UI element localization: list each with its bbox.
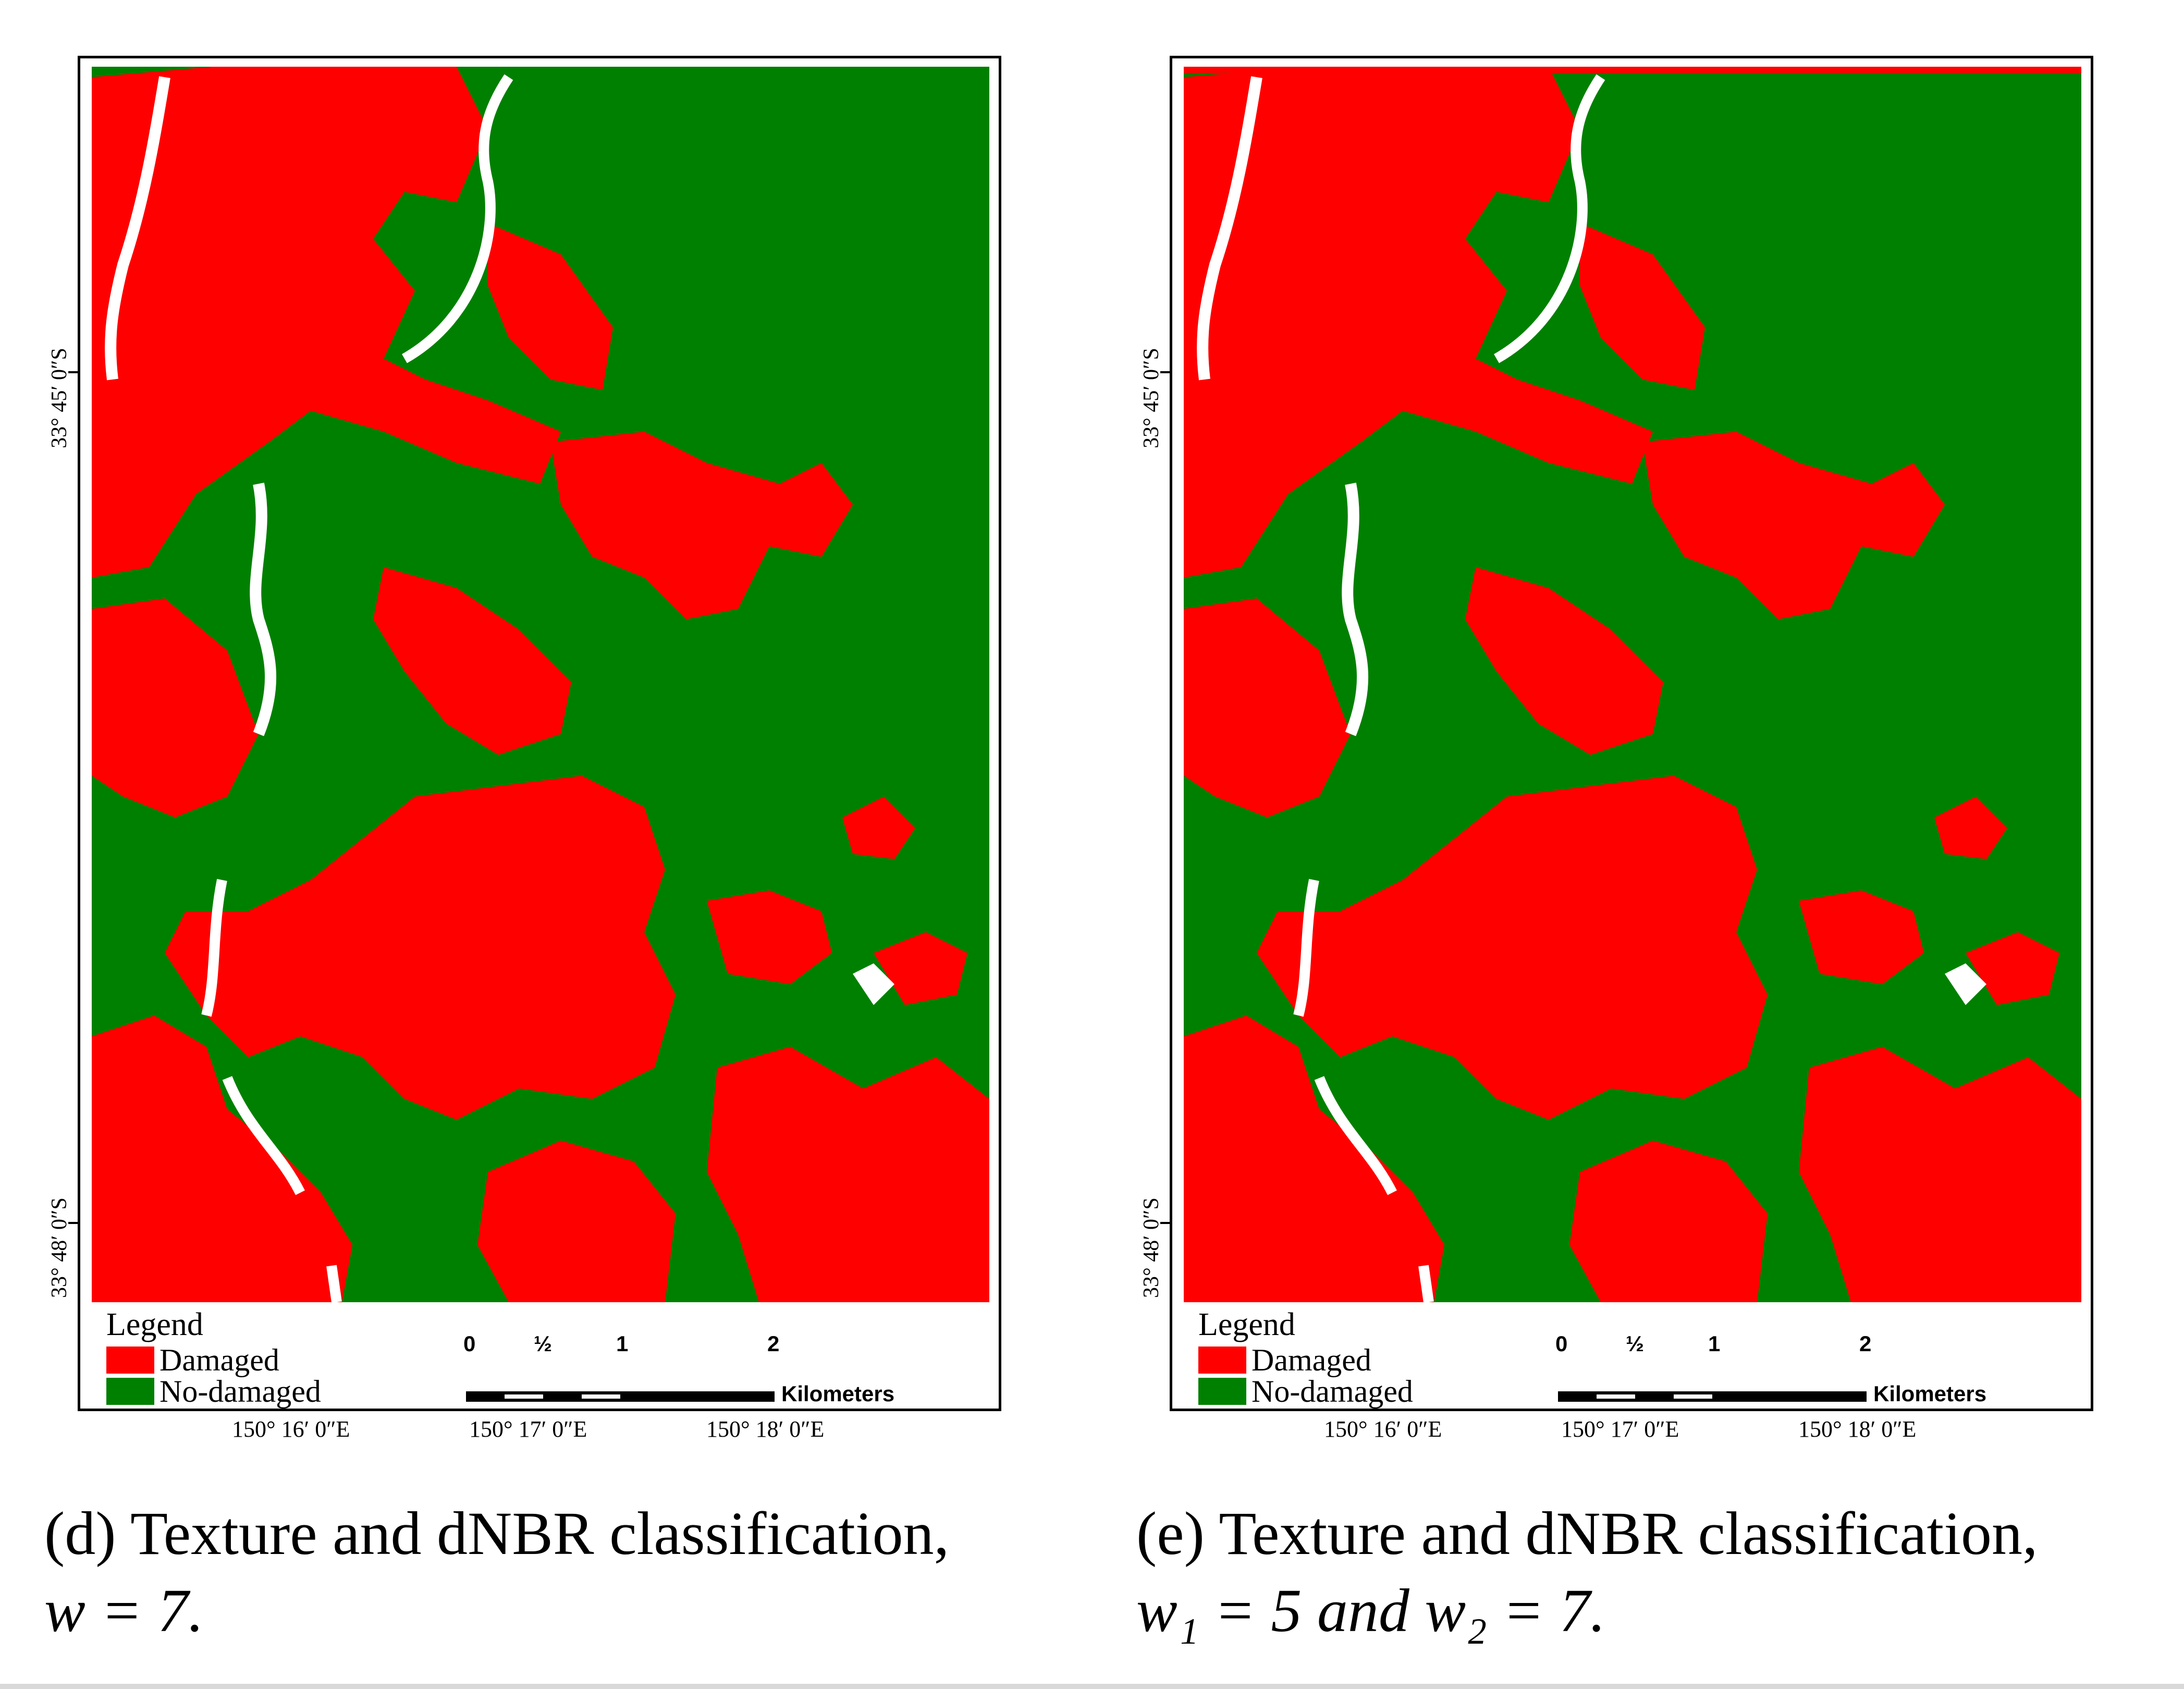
river-central	[1342, 482, 1369, 737]
damaged-region-south-center	[477, 1141, 676, 1302]
damaged-region-south-center	[1569, 1141, 1768, 1302]
classification-map-svg	[1184, 67, 2081, 1302]
damaged-region-center	[1465, 567, 1663, 755]
damaged-region-east-mid	[707, 890, 832, 984]
river-south	[1293, 879, 1434, 1302]
damaged-region-west	[92, 598, 259, 817]
caption-d: (d) Texture and dNBR classification, w =…	[44, 1495, 1076, 1649]
legend-swatch-damaged	[1198, 1347, 1246, 1374]
lat-label-48: 33° 48′ 0″S	[47, 1197, 71, 1298]
scale-label-half: ½	[534, 1331, 553, 1356]
lat-label-45: 33° 45′ 0″S	[1139, 348, 1163, 448]
white-patch-ne	[1945, 963, 1986, 1005]
river-northeast	[402, 74, 513, 363]
legend-item-no-damaged: No-damaged	[1198, 1374, 1413, 1409]
scale-label-2: 2	[767, 1331, 780, 1356]
scale-bar	[1558, 1391, 1867, 1402]
river-north	[1197, 76, 1262, 381]
damaged-region-ne-small	[1934, 797, 2007, 859]
map-frame: Legend Damaged No-damaged 0 ½ 1 2 Kilome…	[1170, 56, 2093, 1411]
river-north	[105, 76, 170, 381]
scale-label-2: 2	[1859, 1331, 1872, 1356]
legend-label-damaged: Damaged	[1251, 1342, 1371, 1377]
lon-label-18: 150° 18′ 0″E	[706, 1416, 825, 1442]
panel-e: Legend Damaged No-damaged 0 ½ 1 2 Kilome…	[1092, 0, 2184, 1689]
scale-label-half: ½	[1626, 1331, 1645, 1356]
damaged-region-nw2	[488, 223, 613, 390]
caption-text: (d) Texture and dNBR classification,	[44, 1499, 950, 1568]
legend-item-damaged: Damaged	[106, 1342, 279, 1377]
damaged-region-center	[373, 567, 571, 755]
scale-label-0: 0	[1555, 1331, 1568, 1356]
lat-label-48: 33° 48′ 0″S	[1139, 1197, 1163, 1298]
classification-map-svg	[92, 67, 989, 1302]
damaged-region-south	[1184, 1015, 1444, 1302]
damaged-region-nw	[1184, 67, 1653, 578]
lat-label-45: 33° 45′ 0″S	[47, 348, 71, 448]
classification-map	[92, 67, 989, 1302]
damaged-region-central-large	[165, 776, 676, 1120]
damaged-region-nw2	[1580, 223, 1705, 390]
scale-label-1: 1	[616, 1331, 629, 1356]
classification-map	[1184, 67, 2081, 1302]
legend-label-no-damaged: No-damaged	[1251, 1374, 1413, 1409]
lon-label-18: 150° 18′ 0″E	[1798, 1416, 1917, 1442]
caption-math: w₁ = 5 and w₂ = 7.	[1136, 1576, 1606, 1645]
legend-swatch-damaged	[106, 1347, 154, 1374]
river-northeast	[1494, 74, 1605, 363]
caption-e: (e) Texture and dNBR classification, w₁ …	[1136, 1495, 2168, 1649]
damaged-region-central-large	[1257, 776, 1768, 1120]
scale-bar-segment	[1674, 1394, 1712, 1399]
scale-bar	[466, 1391, 775, 1402]
legend-item-no-damaged: No-damaged	[106, 1374, 321, 1409]
scale-unit: Kilometers	[1873, 1381, 1987, 1406]
legend-label-damaged: Damaged	[159, 1342, 279, 1377]
lat-tick	[68, 1222, 78, 1224]
legend-title: Legend	[1198, 1307, 1295, 1342]
scale-label-1: 1	[1708, 1331, 1721, 1356]
scale-bar-segment	[505, 1394, 543, 1399]
white-patch-ne	[853, 963, 894, 1005]
caption-text: (e) Texture and dNBR classification,	[1136, 1499, 2038, 1568]
river-central	[250, 482, 277, 737]
lat-tick	[1160, 371, 1170, 373]
damaged-region-east-mid	[1799, 890, 1924, 984]
lon-label-16: 150° 16′ 0″E	[232, 1416, 350, 1442]
damaged-region-south	[92, 1015, 352, 1302]
damaged-region-southeast	[707, 1047, 989, 1302]
lon-label-16: 150° 16′ 0″E	[1324, 1416, 1442, 1442]
scale-label-0: 0	[463, 1331, 476, 1356]
scale-unit: Kilometers	[781, 1381, 895, 1406]
damaged-region-nw	[92, 67, 561, 578]
damaged-region-southeast	[1799, 1047, 2081, 1302]
scale-bar-segment	[582, 1394, 620, 1399]
panel-d: Legend Damaged No-damaged 0 ½ 1 2 Kilome…	[44, 56, 1076, 1649]
legend-title: Legend	[106, 1307, 203, 1342]
page-bottom-border	[0, 1684, 2184, 1689]
lat-tick	[68, 371, 78, 373]
caption-math: w = 7.	[44, 1576, 204, 1645]
damaged-region-east-spots	[1966, 932, 2059, 1005]
legend-label-no-damaged: No-damaged	[159, 1374, 321, 1409]
legend-swatch-no-damaged	[1198, 1378, 1246, 1405]
legend-swatch-no-damaged	[106, 1378, 154, 1405]
damaged-region-center-east	[1642, 432, 1945, 619]
map-frame: Legend Damaged No-damaged 0 ½ 1 2 Kilome…	[78, 56, 1001, 1411]
lon-label-17: 150° 17′ 0″E	[469, 1416, 587, 1442]
legend-item-damaged: Damaged	[1198, 1342, 1371, 1377]
lon-label-17: 150° 17′ 0″E	[1561, 1416, 1679, 1442]
damaged-region-center-east	[550, 432, 853, 619]
river-south	[201, 879, 342, 1302]
damaged-region-ne-small	[842, 797, 915, 859]
damaged-region-east-spots	[874, 932, 967, 1005]
lat-tick	[1160, 1222, 1170, 1224]
damaged-region-west	[1184, 598, 1351, 817]
scale-bar-segment	[1597, 1394, 1635, 1399]
